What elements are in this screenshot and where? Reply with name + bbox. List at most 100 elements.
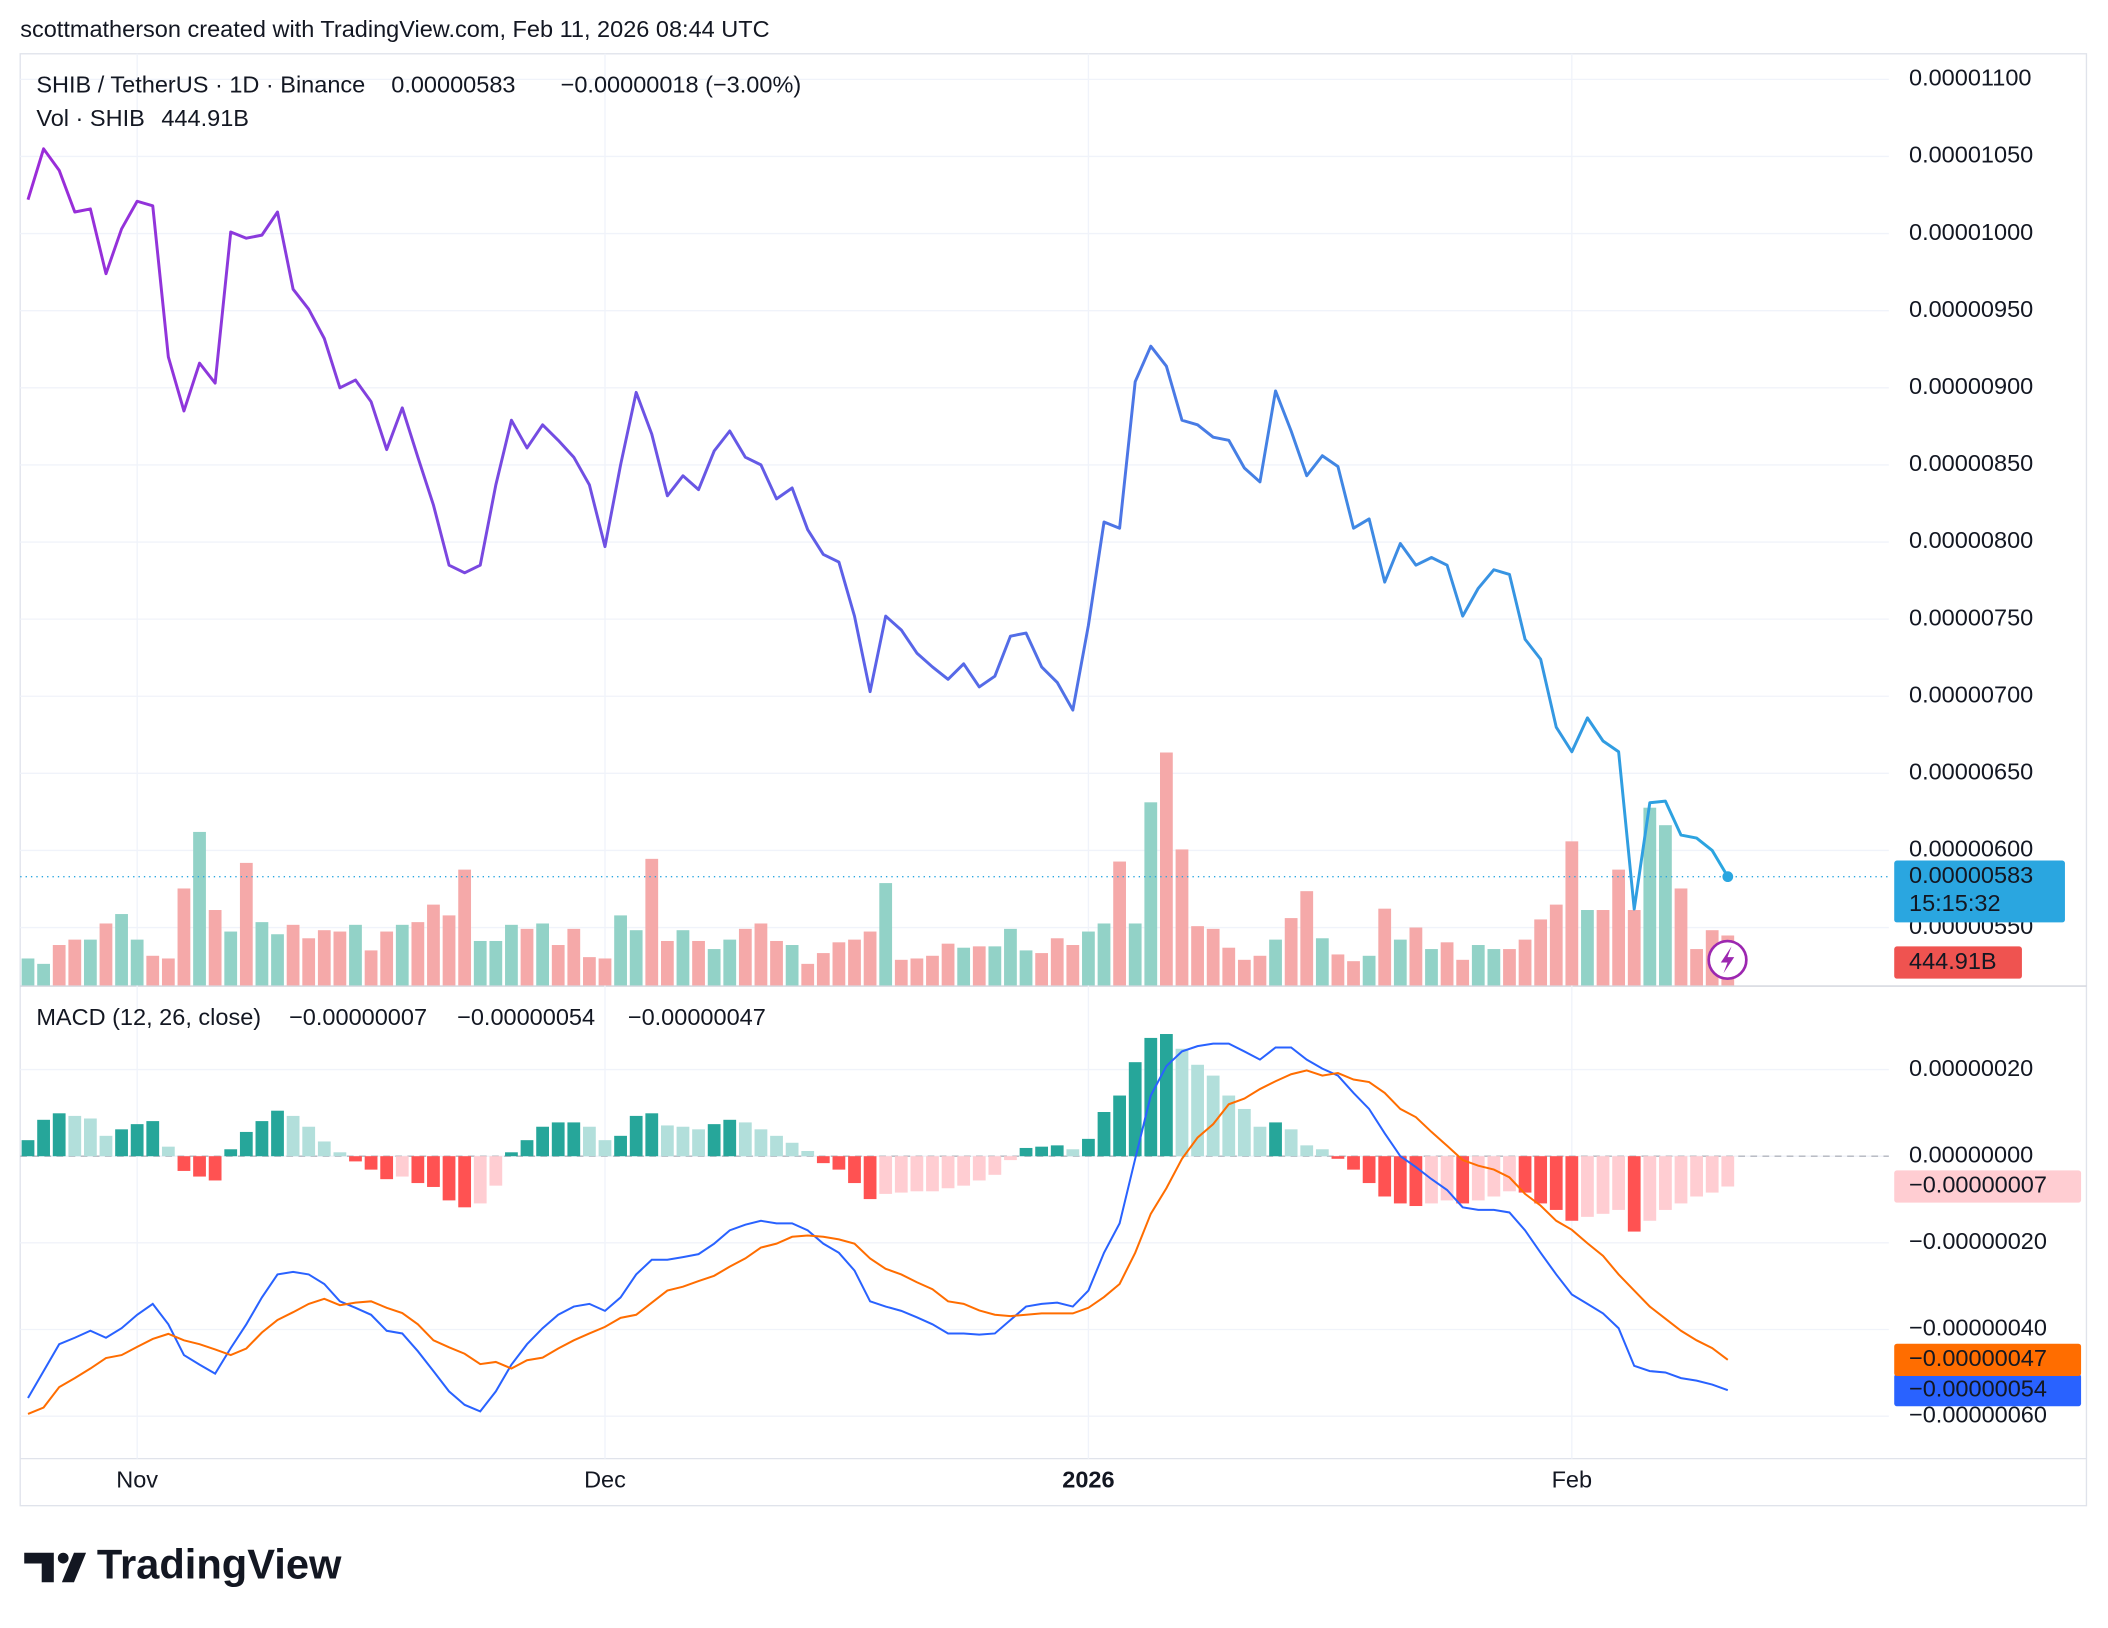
price-tag bbox=[1894, 860, 2065, 923]
logo-text[interactable]: TradingView bbox=[97, 1541, 342, 1588]
y-tick-label: 0.00000800 bbox=[1909, 527, 2033, 553]
histogram-bar bbox=[536, 1126, 549, 1157]
volume-bar bbox=[1066, 945, 1080, 986]
alert-icon[interactable] bbox=[1707, 939, 1748, 981]
volume-bar bbox=[1393, 939, 1407, 986]
y-tick-label: 0.00000950 bbox=[1909, 296, 2033, 322]
histogram-bar bbox=[1315, 1149, 1329, 1157]
legend-signal-last: −0.00000047 bbox=[628, 1004, 766, 1030]
volume-bar bbox=[271, 934, 284, 986]
signal-line bbox=[27, 1069, 1729, 1415]
logo-mark-3[interactable] bbox=[61, 1552, 87, 1583]
volume-bar bbox=[1627, 910, 1641, 986]
volume-bar bbox=[83, 939, 97, 986]
histogram-bar bbox=[1160, 1034, 1173, 1157]
value-tag-label: −0.00000047 bbox=[1909, 1345, 2047, 1371]
volume-bar bbox=[1690, 949, 1703, 986]
volume-bar bbox=[551, 945, 565, 986]
volume-bar bbox=[505, 924, 518, 986]
histogram-bar bbox=[473, 1156, 487, 1204]
volume-bar bbox=[177, 888, 191, 986]
histogram-bar bbox=[1128, 1062, 1142, 1157]
logo-mark-1[interactable] bbox=[24, 1552, 54, 1583]
volume-bar bbox=[738, 928, 752, 986]
histogram-bar bbox=[52, 1113, 66, 1157]
histogram-bar bbox=[754, 1129, 768, 1157]
y-tick-label: 0.00000700 bbox=[1909, 681, 2033, 707]
volume-bar bbox=[707, 949, 721, 986]
volume-bar bbox=[146, 955, 160, 986]
histogram-bar bbox=[1284, 1129, 1298, 1157]
histogram-bar bbox=[489, 1156, 503, 1186]
volume-bar bbox=[1425, 949, 1438, 986]
histogram-bar bbox=[1471, 1156, 1485, 1201]
histogram-bar bbox=[1066, 1149, 1080, 1157]
y-tick-label: 0.00000000 bbox=[1909, 1141, 2033, 1167]
volume-bar bbox=[583, 957, 596, 986]
histogram-bar bbox=[1253, 1126, 1267, 1157]
histogram-bar bbox=[1393, 1156, 1407, 1204]
histogram-bar bbox=[1549, 1156, 1563, 1210]
histogram-bar bbox=[1035, 1146, 1049, 1157]
marks bbox=[20, 147, 1889, 1415]
histogram-bar bbox=[458, 1156, 472, 1208]
volume-bar bbox=[411, 922, 425, 986]
volume-bar bbox=[255, 922, 269, 986]
histogram-bar bbox=[349, 1156, 362, 1162]
histogram-bar bbox=[816, 1156, 830, 1164]
volume-tag-label: 444.91B bbox=[1909, 948, 1997, 974]
histogram-bar bbox=[1440, 1156, 1454, 1201]
logo[interactable]: TradingView bbox=[24, 1541, 342, 1588]
legend-macd-last: −0.00000054 bbox=[457, 1004, 595, 1030]
volume-bar bbox=[988, 946, 1002, 986]
volume-bar bbox=[333, 931, 347, 986]
attribution: scottmatherson created with TradingView.… bbox=[20, 16, 769, 42]
histogram-bar bbox=[68, 1115, 82, 1157]
volume-bar bbox=[1160, 752, 1173, 986]
volume-bar bbox=[1144, 802, 1158, 986]
histogram-bar bbox=[1596, 1156, 1610, 1214]
histogram-bar bbox=[317, 1141, 331, 1157]
volume-bar bbox=[957, 947, 971, 986]
histogram-bar bbox=[801, 1150, 815, 1157]
alert-bolt[interactable] bbox=[1720, 946, 1735, 974]
volume-bar bbox=[614, 915, 627, 986]
histogram-bar bbox=[442, 1156, 456, 1201]
volume-bar bbox=[1082, 931, 1095, 986]
histogram-bar bbox=[614, 1135, 627, 1157]
legend-histogram-last: −0.00000007 bbox=[289, 1004, 427, 1030]
histogram-bar bbox=[1705, 1156, 1719, 1193]
histogram-bar bbox=[411, 1156, 425, 1184]
volume-bar bbox=[239, 862, 253, 986]
volume-bar bbox=[161, 958, 175, 986]
histogram-bar bbox=[1627, 1156, 1641, 1232]
histogram-bar bbox=[1206, 1075, 1220, 1157]
histogram-bar bbox=[380, 1156, 394, 1180]
volume-bar bbox=[1206, 928, 1220, 986]
y-tick-label: 0.00001000 bbox=[1909, 219, 2033, 245]
histogram-bar bbox=[427, 1156, 440, 1187]
histogram-bar bbox=[567, 1122, 581, 1157]
histogram-bar bbox=[941, 1156, 955, 1189]
histogram-bar bbox=[1331, 1156, 1345, 1159]
histogram-bar bbox=[926, 1156, 939, 1192]
histogram-bar bbox=[520, 1140, 534, 1157]
histogram-bar bbox=[99, 1135, 113, 1157]
volume-bar bbox=[1549, 904, 1563, 986]
last-price-dot bbox=[1722, 871, 1734, 883]
logo-mark-2[interactable] bbox=[57, 1552, 69, 1564]
histogram-bar bbox=[1534, 1156, 1548, 1204]
histogram-bar bbox=[1269, 1122, 1282, 1157]
volume-bar bbox=[1315, 938, 1329, 986]
volume-bar bbox=[1331, 954, 1345, 986]
x-tick-label: Nov bbox=[116, 1467, 158, 1493]
volume-bar bbox=[926, 955, 939, 986]
volume-bar bbox=[1565, 841, 1579, 986]
histogram-bar bbox=[894, 1156, 908, 1193]
histogram-bar bbox=[130, 1124, 144, 1157]
histogram-bar bbox=[1518, 1156, 1532, 1193]
volume-bar bbox=[1471, 945, 1485, 986]
histogram-bar bbox=[1581, 1156, 1594, 1217]
volume-bar bbox=[520, 928, 534, 986]
